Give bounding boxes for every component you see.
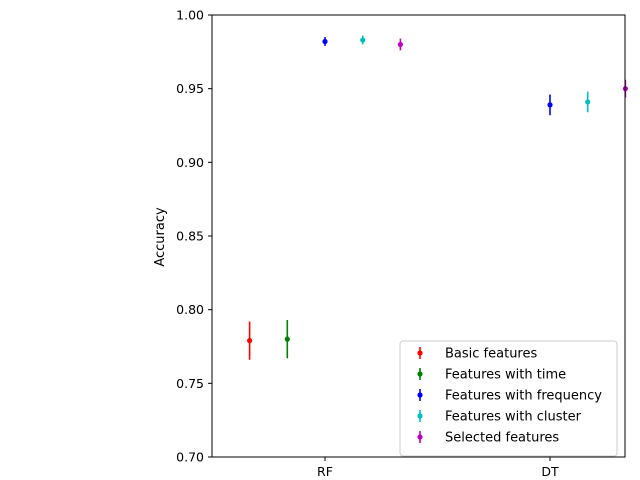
legend-label: Basic features xyxy=(445,347,537,362)
y-tick-label: 0.70 xyxy=(176,450,204,465)
legend: Basic features Features with time Features… xyxy=(399,340,618,457)
legend-label: Features with time xyxy=(445,368,566,383)
x-tick-label-dt: DT xyxy=(541,464,559,479)
data-point xyxy=(547,102,553,108)
data-point xyxy=(247,338,253,344)
x-tick-label-rf: RF xyxy=(317,464,333,479)
legend-label: Features with frequency xyxy=(445,389,602,404)
y-axis: 0.70 0.75 0.80 0.85 0.90 0.95 1.00 xyxy=(176,8,212,465)
legend-marker-point xyxy=(417,371,423,377)
y-tick-label: 1.00 xyxy=(176,8,204,23)
legend-marker-point xyxy=(417,434,423,440)
legend-label: Selected features xyxy=(445,431,559,446)
legend-label: Features with cluster xyxy=(445,410,582,425)
data-point xyxy=(397,41,403,48)
data-point xyxy=(322,38,328,45)
y-axis-label: Accuracy xyxy=(153,207,168,267)
data-point xyxy=(585,99,591,105)
y-tick-label: 0.85 xyxy=(176,229,204,244)
y-tick-label: 0.95 xyxy=(176,81,204,96)
y-tick-label: 0.90 xyxy=(176,155,204,170)
y-tick-label: 0.80 xyxy=(176,302,204,317)
legend-marker-point xyxy=(417,392,423,398)
x-axis: RF DT xyxy=(317,457,559,479)
data-point xyxy=(284,336,290,342)
y-tick-label: 0.75 xyxy=(176,376,204,391)
data-point xyxy=(360,37,366,43)
legend-box xyxy=(399,340,618,457)
legend-marker-point xyxy=(417,413,423,419)
legend-marker-point xyxy=(417,350,423,356)
